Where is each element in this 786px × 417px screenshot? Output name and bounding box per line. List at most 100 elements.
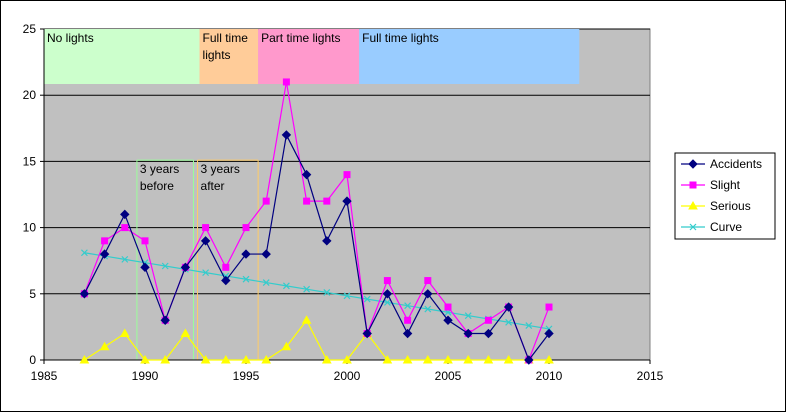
point-accidents-2009 <box>524 355 534 365</box>
point-serious-1988 <box>99 341 110 351</box>
point-slight-1988 <box>101 237 109 245</box>
point-curve-2009-b <box>525 322 533 330</box>
point-accidents-2004 <box>423 289 433 299</box>
point-serious-2000 <box>342 354 352 364</box>
point-curve-1998-b <box>303 285 311 293</box>
point-serious-2010 <box>544 354 554 364</box>
window-label-0-1: before <box>140 179 174 193</box>
point-curve-2004-b <box>424 305 432 313</box>
point-accidents-2006 <box>463 328 473 339</box>
legend-label-accidents: Accidents <box>710 157 762 171</box>
point-curve-1999-b <box>323 289 331 296</box>
point-slight-1999 <box>323 197 331 205</box>
point-slight-1993 <box>202 224 210 232</box>
y-tick-label-25: 25 <box>23 22 37 36</box>
point-curve-2008-b <box>505 318 513 326</box>
point-serious-1996 <box>261 354 272 364</box>
point-curve-1999 <box>323 289 331 296</box>
point-slight-2007 <box>484 316 492 324</box>
x-tick-label-1995: 1995 <box>233 369 260 383</box>
legend-label-slight: Slight <box>710 178 741 192</box>
series-line-curve <box>84 252 550 330</box>
point-curve-1998 <box>303 285 311 293</box>
window-label-1-1: after <box>201 179 225 193</box>
point-curve-1987-b <box>80 249 88 257</box>
point-accidents-1998 <box>301 169 312 180</box>
point-accidents-2002 <box>382 289 393 299</box>
top-band-label-1-1: lights <box>203 48 231 62</box>
point-curve-1993-b <box>202 269 210 277</box>
point-accidents-1995 <box>241 249 251 259</box>
point-curve-2003-b <box>404 302 412 310</box>
point-serious-1990 <box>140 354 150 364</box>
point-accidents-1992 <box>180 262 191 273</box>
legend-label-serious: Serious <box>710 199 751 213</box>
point-serious-2005 <box>443 354 453 364</box>
point-slight-1997 <box>282 78 290 86</box>
y-tick-label-15: 15 <box>23 154 37 168</box>
y-tick-label-20: 20 <box>23 88 37 102</box>
point-accidents-1991 <box>160 315 170 325</box>
point-accidents-1987 <box>79 289 90 299</box>
point-accidents-1997 <box>281 130 292 140</box>
point-accidents-2010 <box>544 328 554 339</box>
x-tick-label-2015: 2015 <box>637 369 664 383</box>
point-serious-1994 <box>220 354 231 364</box>
top-band-3 <box>359 29 580 84</box>
point-curve-2008 <box>505 318 513 326</box>
point-accidents-1988 <box>99 249 110 259</box>
top-band-label-1-0: Full time <box>203 31 249 45</box>
point-accidents-1999 <box>322 236 332 246</box>
point-serious-2003 <box>402 354 413 364</box>
point-curve-1987 <box>80 249 88 257</box>
x-tick-label-2005: 2005 <box>435 369 462 383</box>
point-slight-2004 <box>424 277 432 285</box>
legend-marker-accidents <box>688 159 698 169</box>
point-accidents-2005 <box>443 315 453 325</box>
point-accidents-1990 <box>140 262 150 273</box>
top-band-1 <box>199 29 259 84</box>
point-curve-1996 <box>262 279 270 286</box>
point-serious-1993 <box>200 354 211 364</box>
point-curve-2009 <box>525 322 533 330</box>
point-curve-1991 <box>161 262 169 270</box>
point-curve-2004 <box>424 305 432 313</box>
point-slight-1995 <box>242 224 250 232</box>
x-tick-label-2010: 2010 <box>536 369 563 383</box>
point-curve-2006 <box>464 312 472 320</box>
point-curve-2002-b <box>383 298 391 306</box>
top-band-label-3-0: Full time lights <box>362 31 439 45</box>
window-label-1-0: 3 years <box>201 162 240 176</box>
point-accidents-1989 <box>120 209 130 220</box>
point-accidents-2007 <box>483 328 494 339</box>
top-band-label-0-0: No lights <box>47 31 94 45</box>
point-curve-1997-b <box>282 282 290 290</box>
point-serious-2008 <box>503 354 514 364</box>
point-slight-1996 <box>262 197 270 205</box>
x-tick-label-2000: 2000 <box>334 369 361 383</box>
point-accidents-2008 <box>503 302 514 312</box>
point-slight-1998 <box>303 197 311 205</box>
point-serious-1999 <box>321 354 332 364</box>
legend-marker-curve-b <box>689 223 697 231</box>
point-accidents-2000 <box>342 196 352 206</box>
top-band-label-2-0: Part time lights <box>261 31 340 45</box>
point-curve-1996-b <box>262 279 270 286</box>
point-serious-1989 <box>119 328 130 338</box>
point-curve-1995-b <box>242 275 250 283</box>
point-serious-1998 <box>301 315 312 324</box>
point-curve-1989 <box>121 255 129 263</box>
top-band-0 <box>44 29 200 84</box>
point-serious-2007 <box>483 354 494 364</box>
point-serious-2002 <box>382 354 393 364</box>
point-accidents-1996 <box>261 249 271 259</box>
point-curve-2001-b <box>363 295 371 303</box>
point-curve-1993 <box>202 269 210 277</box>
point-curve-1989-b <box>121 255 129 263</box>
legend-label-curve: Curve <box>710 220 742 234</box>
y-tick-label-0: 0 <box>29 353 36 367</box>
y-tick-label-5: 5 <box>29 287 36 301</box>
point-curve-2000-b <box>343 292 351 300</box>
